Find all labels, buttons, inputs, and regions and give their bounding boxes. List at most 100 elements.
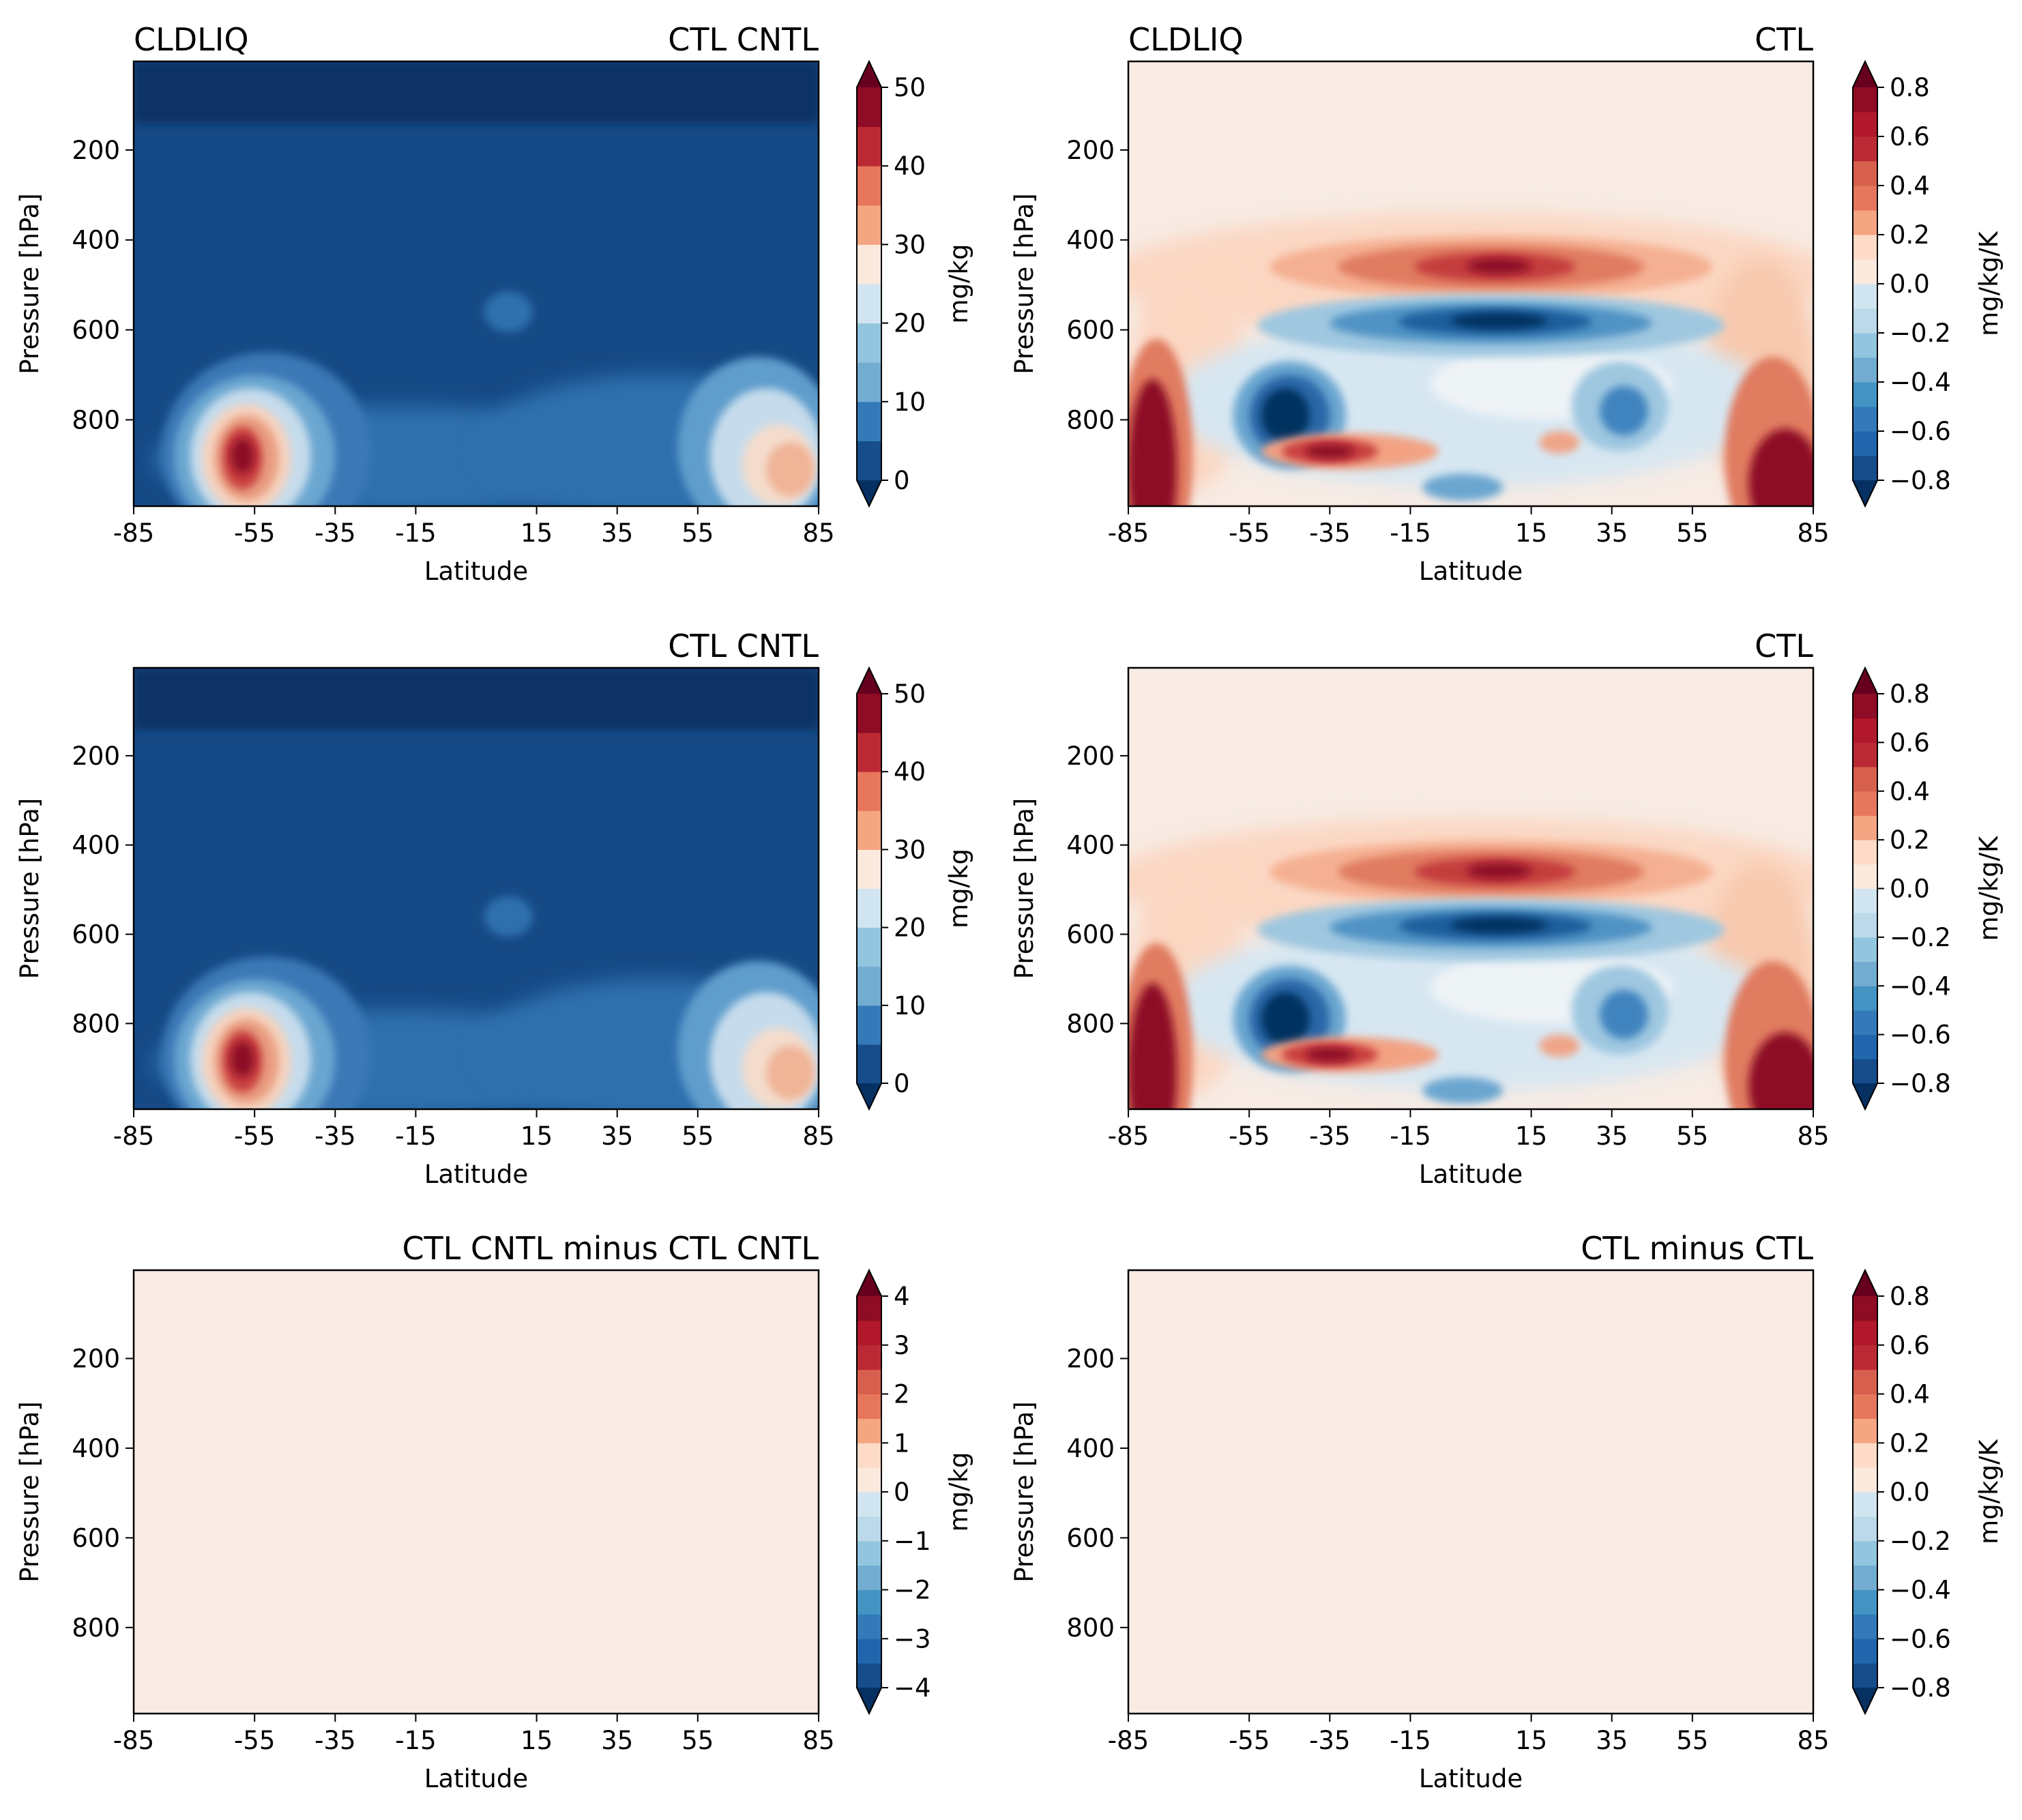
upper-minimum-band [134, 61, 819, 124]
colorbar-tick-label: −3 [894, 1624, 931, 1654]
plot-frame [1127, 666, 1815, 1111]
colorbar-tick-label: 0.6 [1890, 122, 1930, 151]
y-tick-label: 200 [72, 742, 120, 771]
colorbar-bin [857, 1467, 881, 1493]
colorbar-bin [1853, 1639, 1877, 1664]
x-tick-label: 35 [1596, 1121, 1628, 1151]
x-tick-label: 85 [1797, 1121, 1829, 1151]
colorbar: 0 10 20 30 40 50 mg/kg [856, 666, 973, 1111]
x-tick-label: 15 [1515, 1726, 1547, 1755]
colorbar-bin [857, 1296, 881, 1321]
colorbar-tick-label: 1 [894, 1428, 910, 1458]
colorbar-bin [1853, 791, 1877, 816]
y-tick-label: 600 [72, 1523, 120, 1553]
panel-bottom-right: CTL minus CTL -85 -55 -35 -15 15 35 55 85 Latitud… [1010, 1230, 2004, 1793]
colorbar-bin [1853, 1614, 1877, 1639]
colorbar-bin [857, 205, 881, 245]
colorbar-tick-label: −0.6 [1890, 1021, 1951, 1050]
x-tick-label: -85 [113, 1121, 154, 1151]
colorbar-tick-label: −0.8 [1890, 466, 1951, 495]
colorbar-bin [857, 284, 881, 324]
title-right: CTL minus CTL [1581, 1230, 1813, 1267]
y-tick-label: 400 [72, 831, 120, 860]
x-tick-label: -55 [234, 1726, 275, 1755]
colorbar-tick-label: 50 [894, 679, 926, 709]
x-tick-label: 55 [1676, 518, 1708, 548]
colorbar-bin [857, 1614, 881, 1639]
colorbar-tick-label: −0.6 [1890, 1624, 1951, 1654]
colorbar-bin [857, 87, 881, 128]
pos-band-max [1467, 862, 1532, 879]
colorbar-bin [1853, 284, 1877, 309]
x-axis-label: Latitude [424, 1764, 528, 1793]
colorbar-bin [857, 1492, 881, 1517]
y-tick-label: 600 [1066, 920, 1115, 950]
nh-neg-max [1599, 385, 1648, 436]
colorbar-bin [857, 1540, 881, 1566]
colorbar-bin [1853, 694, 1877, 719]
plot-frame [132, 1269, 820, 1715]
x-tick-label: 55 [1676, 1121, 1708, 1151]
colorbar-extend-min [857, 1688, 881, 1714]
y-tick-label: 400 [72, 1434, 120, 1463]
colorbar-bin [1853, 937, 1877, 963]
colorbar-bin [1853, 87, 1877, 113]
colorbar-tick-label: 0.8 [1890, 679, 1930, 709]
x-tick-label: 85 [1797, 1726, 1829, 1755]
colorbar-bin [857, 362, 881, 402]
title-right: CTL CNTL minus CTL CNTL [402, 1230, 819, 1267]
colorbar-extend-min [857, 480, 881, 506]
x-tick-label: -15 [395, 518, 436, 548]
x-tick-label: -55 [1229, 1121, 1270, 1151]
x-tick-label: 85 [1797, 518, 1829, 548]
colorbar-bin [1853, 112, 1877, 137]
colorbar-bin [1853, 1589, 1877, 1615]
colorbar-tick-label: −0.4 [1890, 1576, 1951, 1605]
x-tick-label: 35 [1596, 518, 1628, 548]
colorbar-bin [857, 166, 881, 206]
colorbar: 0.8 0.6 0.4 0.2 0.0 −0.2 −0.4 −0.6 −0.8 mg/kg/K [1852, 59, 2004, 508]
y-axis-label: Pressure [hPa] [15, 798, 44, 979]
x-tick-label: 15 [1515, 1121, 1547, 1151]
title-right: CTL [1755, 628, 1813, 664]
y-tick-label: 200 [1066, 136, 1115, 165]
neg-band-max [1450, 312, 1548, 329]
colorbar-label: mg/kg [944, 244, 973, 324]
colorbar-bin [1853, 718, 1877, 743]
field-fill [134, 1270, 819, 1714]
colorbar-tick-label: 50 [894, 73, 926, 102]
upper-minimum-band [134, 668, 819, 730]
x-tick-label: -15 [1390, 1726, 1431, 1755]
colorbar-bin [857, 1044, 881, 1084]
x-tick-label: -35 [314, 518, 355, 548]
colorbar: 0.8 0.6 0.4 0.2 0.0 −0.2 −0.4 −0.6 −0.8 mg/kg/K [1852, 666, 2004, 1111]
colorbar-bin [857, 1369, 881, 1394]
panel-top-left: CLDLIQ CTL CNTL -85 -55 -35 -15 15 35 55 85 Latitu… [15, 21, 973, 586]
x-tick-label: -35 [1309, 518, 1350, 548]
x-tick-label: -15 [1390, 1121, 1431, 1151]
colorbar-bin [1853, 1443, 1877, 1468]
x-tick-label: 15 [521, 518, 553, 548]
nh-polar-max [1748, 428, 1813, 506]
x-tick-label: -35 [1309, 1726, 1350, 1755]
colorbar-bin [1853, 840, 1877, 865]
colorbar: 0.8 0.6 0.4 0.2 0.0 −0.2 −0.4 −0.6 −0.8 mg/kg/K [1852, 1268, 2004, 1716]
colorbar-bin [1853, 1467, 1877, 1493]
y-tick-label: 800 [72, 1613, 120, 1643]
colorbar-bin [857, 733, 881, 772]
y-tick-label: 800 [1066, 405, 1115, 435]
title-right: CTL [1755, 21, 1813, 58]
colorbar-extend-min [857, 1083, 881, 1109]
colorbar-tick-label: 0.8 [1890, 73, 1930, 102]
colorbar-bin [1853, 308, 1877, 334]
colorbar-bin [1853, 1516, 1877, 1542]
colorbar-bin [857, 244, 881, 284]
colorbar-tick-label: 0.0 [1890, 269, 1930, 299]
colorbar-tick-label: 0.2 [1890, 1428, 1930, 1458]
colorbar-bin [1853, 1369, 1877, 1394]
colorbar: 0 10 20 30 40 50 mg/kg [856, 59, 973, 508]
colorbar-tick-label: 0.8 [1890, 1282, 1930, 1311]
colorbar-tick-label: 0.0 [1890, 1478, 1930, 1507]
y-tick-label: 200 [72, 136, 120, 165]
